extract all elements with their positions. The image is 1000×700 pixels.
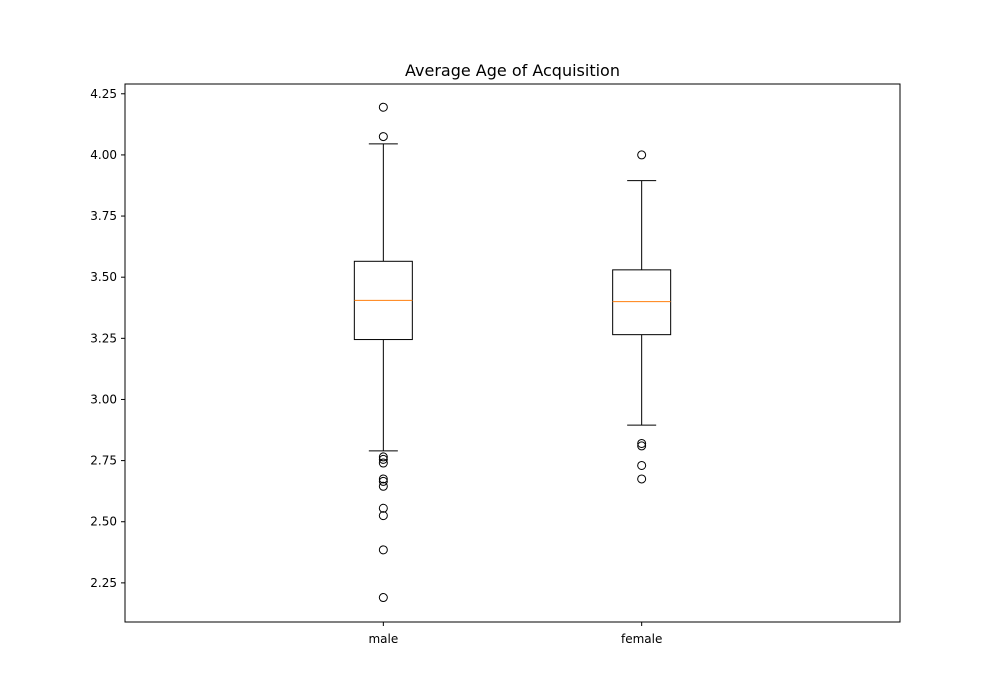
- outlier-point: [378, 511, 388, 521]
- box-female: [612, 150, 672, 484]
- outlier-point: [378, 132, 388, 142]
- y-tick-label: 4.25: [90, 87, 117, 101]
- box-rect: [612, 269, 672, 336]
- outlier-point: [378, 102, 388, 112]
- y-tick-label: 2.25: [90, 576, 117, 590]
- outlier-point: [637, 438, 647, 448]
- outlier-point: [637, 460, 647, 470]
- y-tick-label: 3.25: [90, 331, 117, 345]
- y-tick-label: 4.00: [90, 148, 117, 162]
- outlier-point: [378, 474, 388, 484]
- box-male: [353, 102, 413, 603]
- y-tick-label: 2.50: [90, 515, 117, 529]
- x-axis: male female: [368, 622, 662, 646]
- y-axis: 2.25 2.50 2.75 3.00 3.25 3.50 3.75 4.00 4.25: [90, 87, 125, 590]
- y-tick-label: 3.75: [90, 209, 117, 223]
- y-tick-label: 2.75: [90, 454, 117, 468]
- outlier-point: [378, 593, 388, 603]
- outlier-point: [378, 458, 388, 468]
- outlier-point: [378, 454, 388, 464]
- y-tick-label: 3.50: [90, 270, 117, 284]
- x-tick-label-male: male: [368, 632, 398, 646]
- chart-title: Average Age of Acquisition: [405, 61, 620, 80]
- outlier-point: [637, 441, 647, 451]
- outlier-point: [378, 503, 388, 513]
- outlier-point: [378, 545, 388, 555]
- outlier-point: [637, 474, 647, 484]
- y-tick-label: 3.00: [90, 392, 117, 406]
- outlier-point: [378, 476, 388, 486]
- outlier-point: [378, 452, 388, 462]
- outlier-point: [378, 481, 388, 491]
- plot-area-frame: [124, 83, 901, 623]
- outlier-point: [637, 150, 647, 160]
- x-tick-label-female: female: [621, 632, 662, 646]
- boxes: [353, 102, 672, 603]
